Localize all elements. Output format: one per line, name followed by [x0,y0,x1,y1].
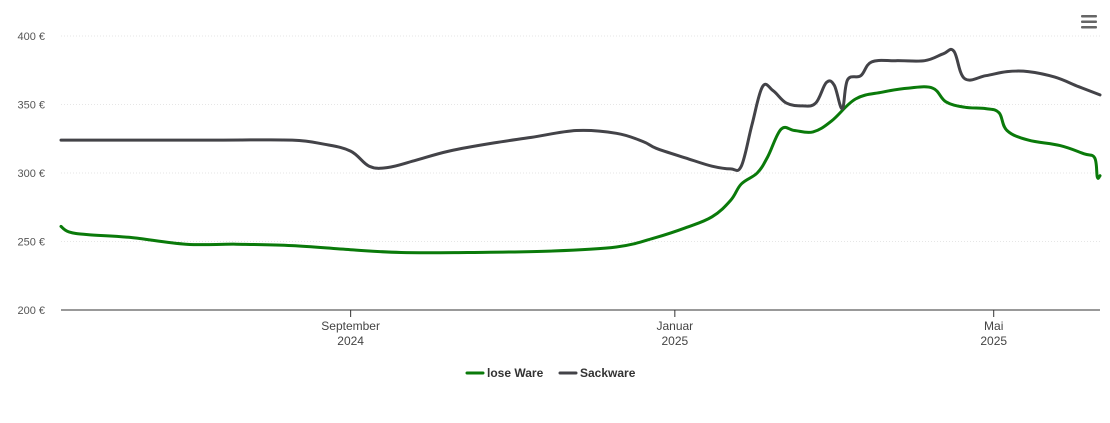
legend-label: lose Ware [487,366,544,380]
y-tick-label: 300 € [17,168,45,180]
series-layer [59,47,1102,255]
series-line-lose-ware[interactable] [59,85,1102,255]
hamburger-menu-icon [1081,15,1097,29]
legend-item-sackware[interactable]: Sackware [558,366,636,380]
x-tick-year: 2024 [337,334,364,348]
legend-item-lose-ware[interactable]: lose Ware [465,366,544,380]
legend: lose Ware Sackware [465,366,636,380]
legend-label: Sackware [580,366,636,380]
x-tick-year: 2025 [661,334,688,348]
x-tick-year: 2025 [980,334,1007,348]
chart-menu-button[interactable] [1078,12,1100,32]
y-axis-ticks: 200 € 250 € 300 € 350 € 400 € [17,31,45,317]
y-tick-label: 400 € [17,31,45,43]
series-line-sackware[interactable] [59,47,1102,172]
x-tick-month: Mai [984,319,1003,333]
x-tick-month: Januar [656,319,693,333]
y-tick-label: 250 € [17,237,45,249]
grid-layer [61,35,1100,242]
x-tick-month: September [321,319,380,333]
y-tick-label: 200 € [17,305,45,317]
y-tick-label: 350 € [17,100,45,112]
